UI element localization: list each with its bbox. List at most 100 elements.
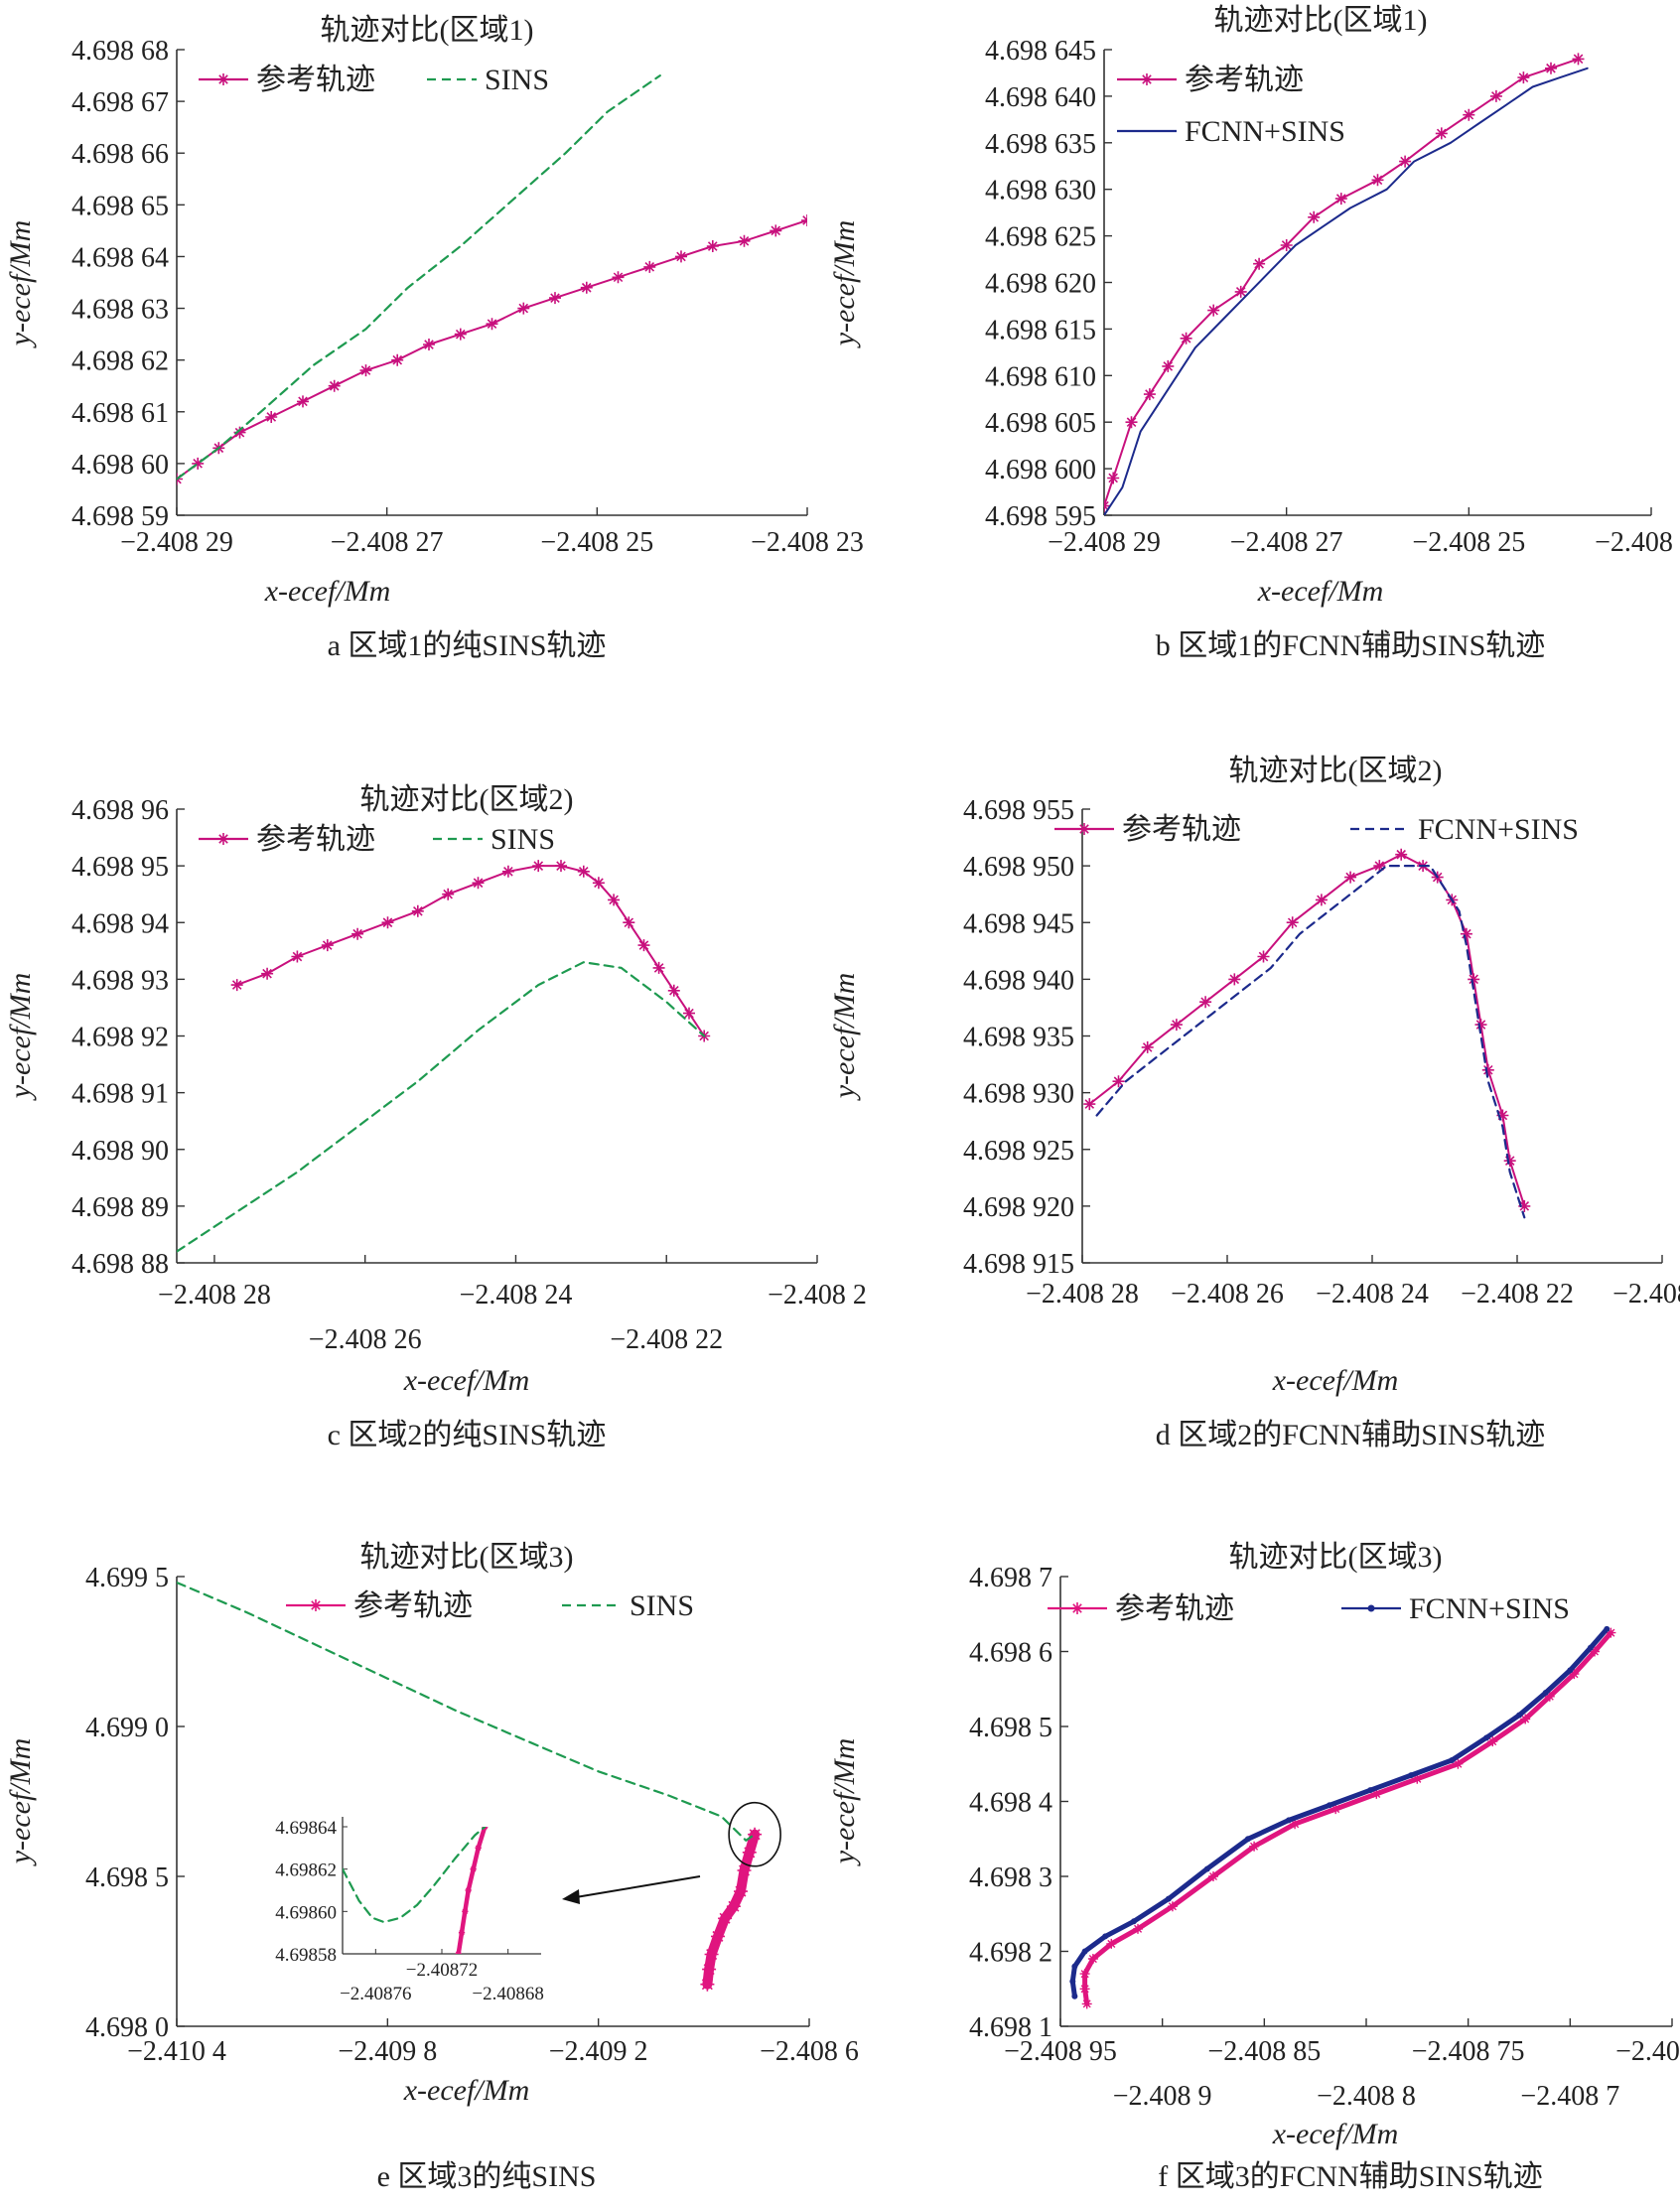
data-point: [1081, 1948, 1088, 1955]
x-tick-label: −2.408 2: [1612, 1279, 1680, 1310]
y-tick-label: 4.698 605: [985, 408, 1096, 439]
legend: 参考轨迹 SINS: [286, 1589, 694, 1622]
x-tick-label: −2.408 8: [1317, 2081, 1416, 2112]
y-tick-label: 4.698 88: [71, 1249, 169, 1280]
data-point: [748, 1827, 763, 1842]
legend-label: SINS: [490, 823, 555, 856]
data-point: [1412, 1773, 1423, 1784]
data-point: [1399, 155, 1412, 168]
data-point: [726, 1899, 741, 1914]
data-point: [1244, 1836, 1251, 1843]
data-point: [667, 984, 680, 997]
data-point: [462, 1908, 469, 1915]
data-point: [261, 967, 274, 980]
data-point: [1141, 1040, 1154, 1053]
data-point: [1371, 1788, 1382, 1799]
data-point: [1130, 1918, 1137, 1925]
series-line: [177, 219, 807, 481]
y-tick-label: 4.698 67: [71, 87, 169, 118]
y-tick-label: 4.698 91: [71, 1079, 169, 1110]
data-point: [1167, 1901, 1178, 1912]
series-line: [1095, 865, 1526, 1219]
chart-title: 轨迹对比(区域2): [1229, 755, 1443, 787]
y-tick-label: 4.698 950: [963, 852, 1074, 883]
series-line: [1069, 1626, 1610, 1999]
y-tick-label: 4.698 925: [963, 1136, 1074, 1167]
data-point: [652, 961, 665, 974]
data-point: [1165, 1895, 1172, 1902]
y-tick-label: 4.698 915: [963, 1249, 1074, 1280]
data-point: [734, 1884, 748, 1899]
zoom-inset: 4.69858 4.69860 4.69862 4.69864 −2.40876 −2.4…: [275, 1817, 544, 2004]
data-point: [1107, 472, 1120, 484]
data-point: [1518, 1199, 1531, 1212]
data-point: [1517, 71, 1530, 84]
data-point: [1496, 1109, 1509, 1122]
data-point: [1290, 1819, 1301, 1830]
y-tick-label: 4.698 6: [969, 1638, 1052, 1669]
data-point: [1463, 108, 1475, 121]
data-point: [1081, 1999, 1092, 2009]
x-tick-label: −2.408 29: [120, 527, 233, 558]
data-point: [1606, 1627, 1616, 1638]
x-tick-label: −2.409 2: [549, 2036, 648, 2067]
data-point: [470, 1865, 477, 1872]
zoom-arrowhead: [562, 1889, 580, 1904]
legend-label: SINS: [485, 64, 549, 96]
series-参考轨迹: [177, 214, 807, 485]
legend: 参考轨迹 FCNN+SINS: [1048, 1592, 1570, 1625]
data-point: [1542, 1690, 1549, 1697]
chart-panel-b: 4.698 595 4.698 600 4.698 605 4.698 610 4.69…: [828, 4, 1680, 662]
y-tick-label: 4.698 66: [71, 139, 169, 170]
data-point: [1460, 927, 1472, 940]
chart-panel-c: 4.698 88 4.698 89 4.698 90 4.698 91 4.698 92…: [4, 783, 867, 1451]
y-tick-label: 4.698 3: [969, 1862, 1052, 1893]
data-point: [1489, 89, 1502, 102]
data-point: [1367, 1787, 1374, 1794]
data-point: [1133, 1923, 1143, 1934]
data-point: [700, 1977, 715, 1992]
y-tick-label: 4.698 65: [71, 191, 169, 221]
y-tick-label: 4.698 5: [969, 1713, 1052, 1743]
x-tick-label: −2.408 7: [1520, 2081, 1619, 2112]
y-tick-label: 4.698 64: [71, 242, 169, 273]
data-point: [501, 865, 514, 878]
data-point: [1234, 285, 1247, 298]
chart-title: 轨迹对比(区域2): [360, 783, 574, 816]
data-point: [192, 457, 205, 470]
inset-x-tick-label: −2.40872: [406, 1960, 478, 1981]
data-point: [1572, 53, 1585, 66]
panel-caption: d 区域2的FCNN辅助SINS轨迹: [1156, 1419, 1546, 1451]
data-point: [592, 877, 605, 890]
x-tick-label: −2.408 29: [1048, 527, 1161, 558]
series-SINS: [343, 1827, 487, 1924]
data-point: [737, 1863, 752, 1877]
legend: 参考轨迹 FCNN+SINS: [1054, 813, 1579, 846]
data-point: [1208, 1871, 1218, 1881]
series-FCNN+SINS: [1104, 67, 1589, 515]
series-参考轨迹: [700, 1827, 763, 1992]
series-参考轨迹: [1083, 848, 1531, 1212]
data-point: [1435, 127, 1448, 140]
data-point: [1483, 1734, 1490, 1741]
legend-label: FCNN+SINS: [1409, 1592, 1570, 1625]
y-tick-label: 4.698 625: [985, 222, 1096, 253]
y-tick-label: 4.698 92: [71, 1023, 169, 1053]
y-tick-label: 4.698 5: [85, 1862, 169, 1893]
series-FCNN+SINS: [1095, 865, 1526, 1219]
data-point: [1125, 416, 1138, 429]
data-point: [1079, 1969, 1090, 1980]
y-tick-label: 4.698 920: [963, 1192, 1074, 1223]
data-point: [297, 395, 309, 408]
x-tick-label: −2.408 26: [1171, 1279, 1284, 1310]
data-point: [549, 292, 561, 305]
y-tick-label: 4.698 4: [969, 1788, 1052, 1819]
y-tick-label: 4.698 620: [985, 269, 1096, 300]
x-tick-label: −2.408 26: [309, 1324, 422, 1355]
data-point: [1481, 1063, 1494, 1076]
data-point: [423, 339, 435, 350]
y-tick-label: 4.698 615: [985, 315, 1096, 345]
series-line: [1104, 67, 1589, 515]
data-point: [742, 1845, 757, 1860]
x-tick-label: −2.408 65: [1615, 2036, 1680, 2067]
